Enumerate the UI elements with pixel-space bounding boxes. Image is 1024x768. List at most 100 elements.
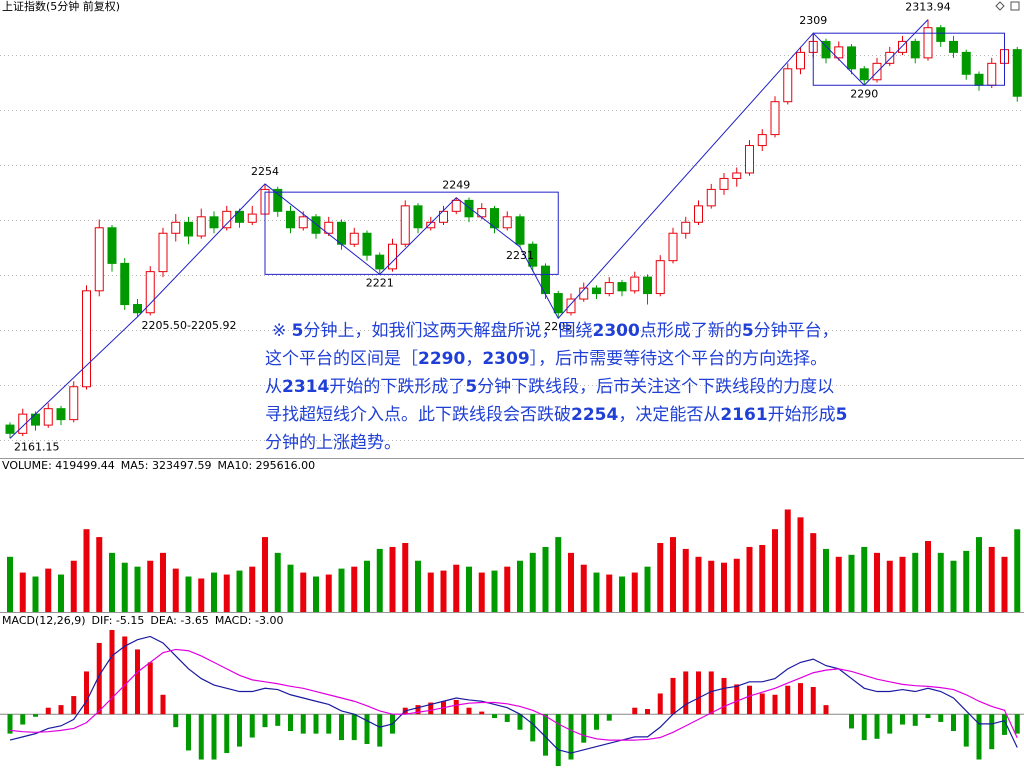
candle-body xyxy=(757,134,767,147)
volume-bar xyxy=(325,574,332,612)
macd-bar xyxy=(912,714,918,726)
volume-bar xyxy=(555,537,562,612)
macd-bar xyxy=(466,707,472,715)
candle-body xyxy=(413,205,423,229)
indicator-label: MA10: 295616.00 xyxy=(217,459,315,472)
candle-body xyxy=(668,232,678,262)
pivot-label: 2205 xyxy=(544,320,572,333)
candle-body xyxy=(451,199,461,212)
macd-bar xyxy=(453,699,459,715)
window-icon[interactable] xyxy=(1010,1,1020,11)
volume-bar xyxy=(58,574,64,612)
macd-bar xyxy=(84,671,89,715)
macd-bar xyxy=(645,709,650,715)
macd-bar xyxy=(963,714,969,747)
macd-bar xyxy=(326,714,332,734)
candle-body xyxy=(923,27,933,59)
volume-bar xyxy=(733,558,740,612)
volume-bar xyxy=(797,517,804,612)
macd-bar xyxy=(262,714,268,728)
candle-body xyxy=(184,221,193,237)
macd-bar xyxy=(135,649,140,715)
pivot-label: 2205.50-2205.92 xyxy=(142,319,237,332)
macd-bar xyxy=(874,714,880,739)
macd-panel: MACD(12,26,9) DIF: -5.15 DEA: -3.65 MACD: -… xyxy=(0,614,1024,766)
macd-bar xyxy=(670,677,676,715)
candle-body xyxy=(655,260,665,295)
annotation-line: 寻找超短线介入点。此下跌线段会否跌破2254，决定能否从2161开始形成5 xyxy=(265,405,848,425)
macd-bar xyxy=(1002,714,1007,735)
candle-body xyxy=(5,424,15,434)
window-icon[interactable] xyxy=(995,1,1005,11)
volume-bar xyxy=(134,566,141,612)
volume-bar xyxy=(185,576,192,612)
annotation: ※ 5分钟上，如我们这两天解盘所说，围绕2300点形成了新的5分钟平台， 这个平台… xyxy=(265,321,848,453)
candle-body xyxy=(949,40,958,53)
candle-body xyxy=(936,27,946,42)
annotation-line: 从2314开始的下跌形成了5分钟下跌线段，后市关注这个下跌线段的力度以 xyxy=(265,377,834,397)
candle-body xyxy=(400,205,410,245)
macd-bar xyxy=(300,714,306,734)
candle-body xyxy=(681,221,691,234)
volume-bar xyxy=(950,560,957,612)
macd-bar xyxy=(96,642,102,715)
candle-body xyxy=(464,199,474,218)
volume-bar xyxy=(96,537,103,612)
candle-body xyxy=(859,68,869,81)
volume-bar xyxy=(160,552,166,612)
macd-bar xyxy=(377,714,383,747)
volume-bar xyxy=(925,541,931,612)
candle-body xyxy=(502,216,512,229)
candle-body xyxy=(910,40,920,59)
macd-bar xyxy=(415,705,421,715)
candle-body xyxy=(706,188,716,207)
macd-bar xyxy=(313,714,319,734)
dif-line xyxy=(9,635,1018,754)
macd-bar xyxy=(351,714,357,741)
candle-body xyxy=(247,213,257,223)
volume-bar xyxy=(45,568,52,612)
candle-body xyxy=(1012,49,1022,97)
candle-body xyxy=(209,216,219,229)
candle-body xyxy=(337,221,346,245)
candle-body xyxy=(439,210,448,223)
pivot-label: 2290 xyxy=(850,87,878,100)
pivot-label: 2249 xyxy=(442,179,470,192)
macd-bar xyxy=(887,714,893,734)
indicator-label: MACD(12,26,9) xyxy=(2,614,86,627)
candle-body xyxy=(133,304,142,314)
macd-bar xyxy=(772,694,778,715)
candle-body xyxy=(375,254,385,270)
candle-body xyxy=(604,282,614,295)
macd-bar xyxy=(861,714,867,741)
macd-bar xyxy=(555,714,561,766)
volume-bar xyxy=(580,564,587,612)
candle-body xyxy=(974,73,984,86)
candle-body xyxy=(553,293,563,314)
candle-body xyxy=(885,51,895,64)
volume-bar xyxy=(351,566,358,612)
volume-bar xyxy=(631,572,638,612)
volume-bar xyxy=(402,543,409,612)
macd-bar xyxy=(71,696,77,715)
macd-bar xyxy=(810,686,816,715)
volume-bar xyxy=(912,552,919,612)
candle-body xyxy=(298,216,308,229)
volume-bar xyxy=(440,570,447,612)
candle-body xyxy=(566,298,576,314)
candle-body xyxy=(592,287,601,295)
macd-bar xyxy=(734,684,740,715)
candle-body xyxy=(388,243,397,270)
candle-body xyxy=(630,276,640,292)
candle-body xyxy=(273,188,283,212)
macd-bar xyxy=(798,683,803,715)
macd-bar xyxy=(33,714,38,717)
volume-bar xyxy=(198,578,205,612)
volume-bar xyxy=(466,566,472,612)
volume-bar xyxy=(478,572,485,612)
volume-bar xyxy=(937,552,944,612)
macd-bar xyxy=(530,714,536,742)
volume-bar xyxy=(249,566,256,612)
volume-bar xyxy=(147,560,154,612)
macd-bar xyxy=(517,714,523,730)
